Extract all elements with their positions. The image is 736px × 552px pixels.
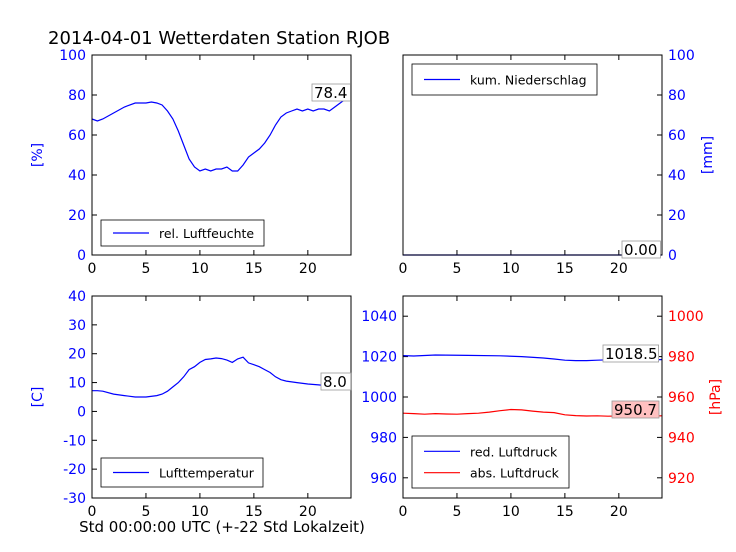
y-tick-label: -30 xyxy=(63,491,86,507)
x-tick-label: 0 xyxy=(88,261,97,277)
y-tick-label: 960 xyxy=(668,390,695,406)
axes-frame xyxy=(402,54,663,256)
last-value-box xyxy=(320,372,352,391)
last-value-box xyxy=(311,83,351,102)
y-tick-label: 40 xyxy=(68,289,86,305)
figure-xlabel: Std 00:00:00 UTC (+-22 Std Lokalzeit) xyxy=(79,518,365,536)
legend-entry-label: rel. Luftfeuchte xyxy=(159,226,254,241)
y-tick-label: 0 xyxy=(668,248,677,264)
series-line-rel-luftfeuchte xyxy=(91,97,352,172)
y-tick-label: 80 xyxy=(668,88,686,104)
y-tick-label: 1000 xyxy=(361,390,397,406)
legend-entry-label: kum. Niederschlag xyxy=(470,73,587,88)
y-tick-label: 100 xyxy=(668,48,695,64)
series-line-lufttemperatur xyxy=(92,356,352,398)
y-tick-label: 10 xyxy=(68,376,86,392)
y-tick-label: 100 xyxy=(59,48,86,64)
x-tick-label: 20 xyxy=(610,504,628,520)
y-tick-label: 1040 xyxy=(361,309,397,325)
x-tick-label: 20 xyxy=(299,261,317,277)
x-tick-label: 20 xyxy=(610,261,628,277)
legend-box xyxy=(411,435,570,489)
x-tick-label: 5 xyxy=(141,504,150,520)
x-tick-label: 5 xyxy=(452,504,461,520)
x-tick-label: 15 xyxy=(556,504,574,520)
y-tick-label: 20 xyxy=(68,208,86,224)
y-axis-label: [hPa] xyxy=(708,379,724,415)
panel-top-right: 0 5 10 15 20 0 20 40 60 80 100 [mm] 0.00 kum. Nieders… xyxy=(399,48,716,277)
y-tick-label: 20 xyxy=(68,347,86,363)
y-tick-label: -10 xyxy=(63,433,86,449)
x-tick-label: 0 xyxy=(88,504,97,520)
x-tick-label: 0 xyxy=(399,504,408,520)
y-tick-label: 960 xyxy=(370,471,397,487)
y-tick-label: 40 xyxy=(68,168,86,184)
last-value-label: 8.0 xyxy=(323,373,347,391)
y-tick-label: 920 xyxy=(668,471,695,487)
last-value-label: 950.7 xyxy=(614,401,657,419)
y-axis-label: [C] xyxy=(30,387,46,408)
y-tick-label: -20 xyxy=(63,462,86,478)
y-tick-label: 0 xyxy=(77,248,86,264)
last-value-label: 0.00 xyxy=(624,241,657,259)
axes-frame xyxy=(91,295,352,499)
y-tick-label: 80 xyxy=(68,88,86,104)
y-tick-label: 30 xyxy=(68,318,86,334)
last-value-label: 1018.5 xyxy=(605,345,658,363)
x-tick-label: 10 xyxy=(502,504,520,520)
y-tick-label: 60 xyxy=(668,128,686,144)
y-tick-label: 980 xyxy=(668,350,695,366)
panel-top-left: 0 5 10 15 20 0 20 40 60 80 100 [%] 78.4 rel. Luftfeuc… xyxy=(30,48,352,277)
x-tick-label: 0 xyxy=(399,261,408,277)
x-tick-label: 5 xyxy=(141,261,150,277)
y-tick-label: 940 xyxy=(668,430,695,446)
y-tick-label: 1020 xyxy=(361,350,397,366)
figure-title: 2014-04-01 Wetterdaten Station RJOB xyxy=(48,28,390,49)
x-tick-label: 15 xyxy=(245,261,263,277)
x-tick-label: 10 xyxy=(191,504,209,520)
x-tick-label: 20 xyxy=(299,504,317,520)
y-axis-label: [mm] xyxy=(700,136,716,174)
y-tick-label: 60 xyxy=(68,128,86,144)
legend-entry-label: abs. Luftdruck xyxy=(470,466,560,481)
y-axis-label: [%] xyxy=(30,143,46,167)
legend-entry-label: Lufttemperatur xyxy=(159,466,255,481)
x-tick-label: 10 xyxy=(502,261,520,277)
y-tick-label: 40 xyxy=(668,168,686,184)
y-tick-label: 0 xyxy=(77,404,86,420)
last-value-label: 78.4 xyxy=(314,84,347,102)
panel-bottom-right: 0 5 10 15 20 960 980 1000 1020 1040 920 940 960 980 10… xyxy=(361,295,724,520)
last-value-box xyxy=(621,240,661,259)
x-tick-label: 15 xyxy=(556,261,574,277)
panel-bottom-left: 0 5 10 15 20 -30 -20 -10 0 10 20 30 40 [C] 8.0 Lufttemp… xyxy=(30,289,352,520)
x-tick-label: 5 xyxy=(452,261,461,277)
y-tick-label: 1000 xyxy=(668,309,704,325)
x-tick-label: 15 xyxy=(245,504,263,520)
x-tick-label: 10 xyxy=(191,261,209,277)
last-value-box xyxy=(611,400,660,419)
y-tick-label: 20 xyxy=(668,208,686,224)
y-tick-label: 980 xyxy=(370,430,397,446)
axes-frame xyxy=(402,295,663,499)
axes-frame xyxy=(91,54,352,256)
legend-entry-label: red. Luftdruck xyxy=(470,444,558,459)
last-value-box xyxy=(602,344,659,363)
